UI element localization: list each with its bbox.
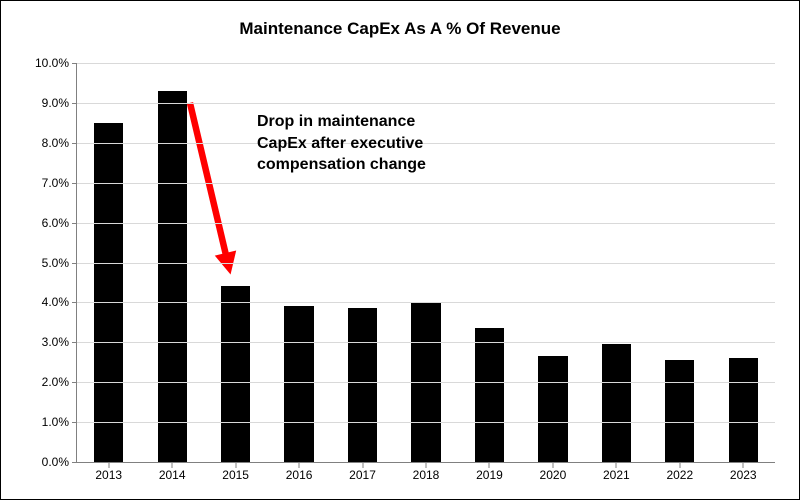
xtick-label: 2013 — [95, 468, 122, 482]
bar — [602, 344, 631, 462]
bar — [665, 360, 694, 462]
ytick-label: 8.0% — [42, 136, 69, 150]
ytick-mark — [72, 382, 77, 383]
ytick-label: 0.0% — [42, 455, 69, 469]
ytick-label: 10.0% — [35, 56, 69, 70]
ytick-mark — [72, 342, 77, 343]
bar — [158, 91, 187, 462]
ytick-mark — [72, 422, 77, 423]
gridline — [77, 103, 775, 104]
ytick-mark — [72, 302, 77, 303]
bar — [221, 286, 250, 462]
ytick-label: 9.0% — [42, 96, 69, 110]
xtick-label: 2022 — [666, 468, 693, 482]
chart-container: Maintenance CapEx As A % Of Revenue 0.0%… — [1, 1, 799, 499]
bar — [475, 328, 504, 462]
ytick-mark — [72, 263, 77, 264]
gridline — [77, 143, 775, 144]
bar — [348, 308, 377, 462]
xtick-label: 2023 — [730, 468, 757, 482]
bar — [538, 356, 567, 462]
ytick-label: 1.0% — [42, 415, 69, 429]
ytick-mark — [72, 103, 77, 104]
ytick-mark — [72, 63, 77, 64]
chart-title: Maintenance CapEx As A % Of Revenue — [239, 19, 560, 39]
bar — [94, 123, 123, 462]
xtick-label: 2021 — [603, 468, 630, 482]
ytick-label: 4.0% — [42, 295, 69, 309]
gridline — [77, 183, 775, 184]
gridline — [77, 263, 775, 264]
annotation-text: Drop in maintenanceCapEx after executive… — [257, 111, 426, 176]
gridline — [77, 63, 775, 64]
xtick-label: 2015 — [222, 468, 249, 482]
gridline — [77, 223, 775, 224]
xtick-label: 2017 — [349, 468, 376, 482]
ytick-mark — [72, 143, 77, 144]
gridline — [77, 342, 775, 343]
bar — [729, 358, 758, 462]
ytick-mark — [72, 223, 77, 224]
ytick-label: 3.0% — [42, 335, 69, 349]
xtick-label: 2014 — [159, 468, 186, 482]
ytick-mark — [72, 183, 77, 184]
gridline — [77, 382, 775, 383]
xtick-label: 2020 — [540, 468, 567, 482]
ytick-label: 6.0% — [42, 216, 69, 230]
xtick-label: 2018 — [413, 468, 440, 482]
gridline — [77, 422, 775, 423]
ytick-mark — [72, 462, 77, 463]
bar — [284, 306, 313, 462]
ytick-label: 2.0% — [42, 375, 69, 389]
ytick-label: 5.0% — [42, 256, 69, 270]
ytick-label: 7.0% — [42, 176, 69, 190]
xtick-label: 2016 — [286, 468, 313, 482]
xtick-label: 2019 — [476, 468, 503, 482]
gridline — [77, 302, 775, 303]
